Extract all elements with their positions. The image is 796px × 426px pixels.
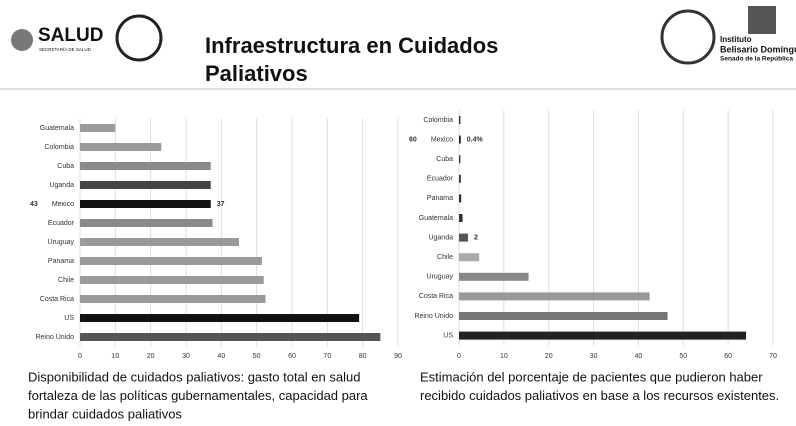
y-tick-label: Cuba: [57, 163, 74, 170]
y-tick-label: Uruguay: [427, 274, 454, 281]
bar: [80, 238, 239, 246]
bar: [459, 155, 461, 164]
y-tick-label: US: [443, 332, 453, 339]
bar: [80, 124, 116, 132]
bar: [459, 253, 480, 262]
y-tick-label: Ecuador: [427, 176, 454, 183]
x-tick-label: 0: [457, 353, 461, 360]
bar: [459, 292, 650, 301]
y-tick-label: Uruguay: [48, 239, 75, 246]
bar: [459, 135, 461, 144]
y-tick-label: Costa Rica: [40, 296, 74, 303]
value-label: 2: [474, 234, 478, 241]
bar: [80, 276, 264, 284]
y-tick-label: Reino Unido: [414, 313, 453, 320]
y-tick-label: Panama: [427, 195, 453, 202]
value-label: 37: [217, 201, 225, 208]
bar: [80, 314, 360, 322]
y-tick-label: Uganda: [49, 182, 74, 189]
x-tick-label: 30: [182, 353, 190, 360]
y-tick-label: Colombia: [44, 144, 74, 151]
x-tick-label: 60: [288, 353, 296, 360]
y-tick-label: US: [64, 315, 74, 322]
bar: [459, 214, 463, 222]
logo-right: Instituto: [720, 35, 752, 44]
y-tick-label: Uganda: [428, 234, 453, 241]
bar: [459, 312, 668, 320]
bar: [459, 331, 747, 340]
bar: [80, 200, 211, 208]
logo-emblem: [11, 29, 33, 51]
x-tick-label: 60: [724, 353, 732, 360]
chart-caption: Disponibilidad de cuidados paliativos: g…: [28, 369, 360, 384]
bar: [459, 233, 468, 242]
logo-right: Senado de la República: [720, 56, 793, 63]
x-tick-label: 20: [147, 353, 155, 360]
chart-caption: fortaleza de las políticas gubernamental…: [28, 388, 368, 403]
x-tick-label: 70: [769, 353, 777, 360]
slide-title: Paliativos: [205, 61, 308, 86]
bar: [80, 219, 213, 227]
y-tick-label: Guatemala: [40, 125, 74, 132]
y-tick-label: Mexico: [52, 201, 74, 208]
portrait: [748, 6, 776, 34]
y-tick-label: Chile: [437, 254, 453, 261]
x-tick-label: 40: [217, 353, 225, 360]
logo-text: SALUD: [38, 25, 103, 46]
y-tick-label: Costa Rica: [419, 293, 453, 300]
x-tick-label: 10: [500, 353, 508, 360]
senate-seal: [660, 9, 716, 65]
chart-caption: recibido cuidados paliativos en base a l…: [420, 388, 779, 403]
bar: [80, 295, 266, 303]
y-tick-label: Panama: [48, 258, 74, 265]
y-tick-label: Reino Unido: [35, 334, 74, 341]
x-tick-label: 80: [359, 353, 367, 360]
x-tick-label: 70: [323, 353, 331, 360]
x-tick-label: 40: [635, 353, 643, 360]
x-tick-label: 0: [78, 353, 82, 360]
x-tick-label: 90: [394, 353, 402, 360]
x-tick-label: 50: [253, 353, 261, 360]
y-tick-label: Mexico: [431, 136, 453, 143]
bar: [80, 257, 262, 265]
slide-title: Infraestructura en Cuidados: [205, 33, 498, 58]
logo-seal: [115, 14, 163, 62]
y-tick-label: Ecuador: [48, 220, 75, 227]
bar: [80, 333, 381, 341]
chart-caption: Estimación del porcentaje de pacientes q…: [420, 369, 763, 384]
logo-subtext: SECRETARÍA DE SALUD: [39, 46, 92, 52]
y-tick-label: Cuba: [436, 156, 453, 163]
x-tick-label: 10: [111, 353, 119, 360]
bar: [80, 181, 211, 189]
bar: [459, 194, 462, 203]
x-tick-label: 20: [545, 353, 553, 360]
y-tick-label: Chile: [58, 277, 74, 284]
value-label: 0.4%: [467, 136, 484, 143]
x-tick-label: 50: [679, 353, 687, 360]
bar: [459, 272, 529, 281]
y-tick-label: Colombia: [423, 117, 453, 124]
annotation: 60: [409, 136, 417, 143]
bar: [80, 143, 162, 151]
x-tick-label: 30: [590, 353, 598, 360]
y-tick-label: Guatemala: [419, 215, 453, 222]
chart-caption: brindar cuidados paliativos: [28, 406, 182, 421]
bar: [459, 174, 461, 183]
bar: [80, 162, 211, 170]
logo-right: Belisario Domínguez: [720, 44, 796, 54]
annotation: 43: [30, 201, 38, 208]
bar: [459, 116, 461, 124]
